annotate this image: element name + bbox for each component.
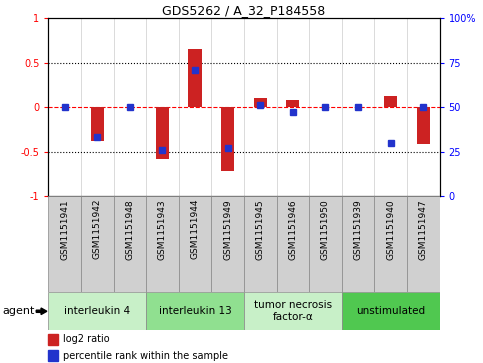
Text: GSM1151940: GSM1151940 — [386, 199, 395, 260]
Text: GSM1151941: GSM1151941 — [60, 199, 69, 260]
Bar — [114, 196, 146, 292]
Bar — [342, 196, 374, 292]
Bar — [48, 292, 146, 330]
Text: GSM1151949: GSM1151949 — [223, 199, 232, 260]
Bar — [276, 196, 309, 292]
Text: percentile rank within the sample: percentile rank within the sample — [63, 351, 228, 361]
Bar — [81, 196, 114, 292]
Bar — [244, 292, 342, 330]
Bar — [48, 196, 81, 292]
Bar — [286, 100, 299, 107]
Text: unstimulated: unstimulated — [356, 306, 425, 316]
Text: GSM1151942: GSM1151942 — [93, 199, 102, 260]
Bar — [374, 196, 407, 292]
Bar — [221, 107, 234, 171]
Text: agent: agent — [2, 306, 35, 316]
Bar — [146, 196, 179, 292]
Text: GSM1151939: GSM1151939 — [354, 199, 363, 260]
Bar — [48, 350, 58, 362]
Text: GSM1151950: GSM1151950 — [321, 199, 330, 260]
Bar — [179, 196, 212, 292]
Bar — [342, 292, 440, 330]
Text: log2 ratio: log2 ratio — [63, 334, 110, 344]
Bar — [254, 98, 267, 107]
Bar — [244, 196, 277, 292]
Text: tumor necrosis
factor-α: tumor necrosis factor-α — [254, 301, 332, 322]
Bar — [417, 107, 430, 144]
Bar — [309, 196, 342, 292]
Bar — [384, 95, 397, 107]
Text: GSM1151948: GSM1151948 — [125, 199, 134, 260]
Bar — [188, 49, 201, 107]
Text: interleukin 13: interleukin 13 — [158, 306, 231, 316]
Text: GSM1151946: GSM1151946 — [288, 199, 298, 260]
Bar — [156, 107, 169, 159]
Bar — [212, 196, 244, 292]
Bar — [146, 292, 244, 330]
Bar — [407, 196, 440, 292]
Text: GSM1151945: GSM1151945 — [256, 199, 265, 260]
Text: GSM1151947: GSM1151947 — [419, 199, 428, 260]
Bar — [48, 334, 58, 345]
Bar — [91, 107, 104, 141]
Text: GSM1151943: GSM1151943 — [158, 199, 167, 260]
Text: interleukin 4: interleukin 4 — [64, 306, 130, 316]
Text: GSM1151944: GSM1151944 — [190, 199, 199, 260]
Title: GDS5262 / A_32_P184558: GDS5262 / A_32_P184558 — [162, 4, 326, 17]
